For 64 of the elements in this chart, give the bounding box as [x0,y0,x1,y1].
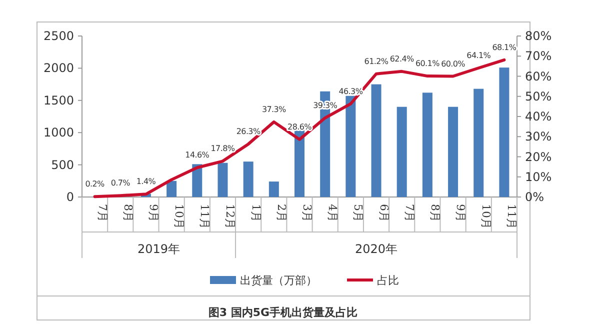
y-tick-label: 2000 [43,61,74,76]
bar [294,130,304,197]
text: 2019年 [137,242,180,256]
y2-tick-label: 40% [525,110,552,124]
bar [422,92,432,197]
x-tick-label: 8月 [428,204,442,222]
data-label: 14.6% [185,150,210,160]
data-label: 64.1% [466,51,492,60]
legend-label: 占比 [377,274,399,287]
bar [448,106,458,197]
y2-tick-label: 20% [525,150,552,164]
x-tick-label: 12月 [224,204,237,229]
y2-tick-label: 60% [525,69,552,84]
data-label: 0.7% [110,178,131,188]
data-label: 17.8% [210,144,236,154]
y2-tick-label: 30% [525,130,552,144]
bar [243,162,254,197]
legend-label: 出货量（万部） [240,274,317,287]
bar [218,162,228,197]
y-tick-label: 2500 [43,29,74,43]
data-label: 37.3% [262,104,287,114]
x-tick-label: 10月 [480,204,493,229]
y2-tick-label: 50% [525,89,552,104]
y2-tick-label: 70% [525,49,552,64]
x-tick-label: 7月 [96,204,109,222]
y-tick-label: 1500 [43,93,74,108]
y2-tick-label: 0% [525,190,544,204]
data-label: 68.1% [492,42,517,52]
x-tick-label: 11月 [198,204,212,229]
data-label: 62.4% [390,54,415,64]
data-label: 26.3% [236,127,261,136]
x-tick-label: 9月 [454,204,468,222]
x-tick-label: 1月 [249,204,262,222]
data-label: 60.0% [441,59,466,68]
data-label: 61.2% [364,56,389,66]
bar [396,106,407,197]
x-tick-label: 8月 [121,204,134,222]
x-tick-label: 11月 [505,204,518,229]
x-tick-label: 7月 [402,204,416,222]
bar [192,164,202,197]
y2-tick-label: 10% [525,170,552,184]
bar [474,88,484,197]
x-tick-label: 4月 [326,204,340,222]
bar [268,182,279,197]
y-tick-label: 500 [51,158,74,172]
x-tick-label: 6月 [377,204,390,222]
y-tick-label: 0 [66,190,74,204]
data-label: 1.4% [136,177,156,186]
text: 2020年 [354,242,398,256]
caption: 图3 国内5G手机出货量及占比 [208,306,358,319]
data-label: 28.6% [288,122,312,132]
y-tick-label: 1000 [43,126,74,140]
data-label: 0.2% [85,180,106,189]
y2-tick-label: 80% [525,29,552,43]
bar [499,68,510,197]
bar [346,96,356,197]
bar [166,180,177,197]
bar [371,84,382,197]
x-tick-label: 3月 [300,204,314,222]
x-tick-label: 9月 [146,204,160,222]
x-tick-label: 5月 [352,204,365,222]
data-label: 60.1% [415,59,440,68]
x-tick-label: 10月 [172,204,186,229]
x-tick-label: 2月 [274,204,288,222]
